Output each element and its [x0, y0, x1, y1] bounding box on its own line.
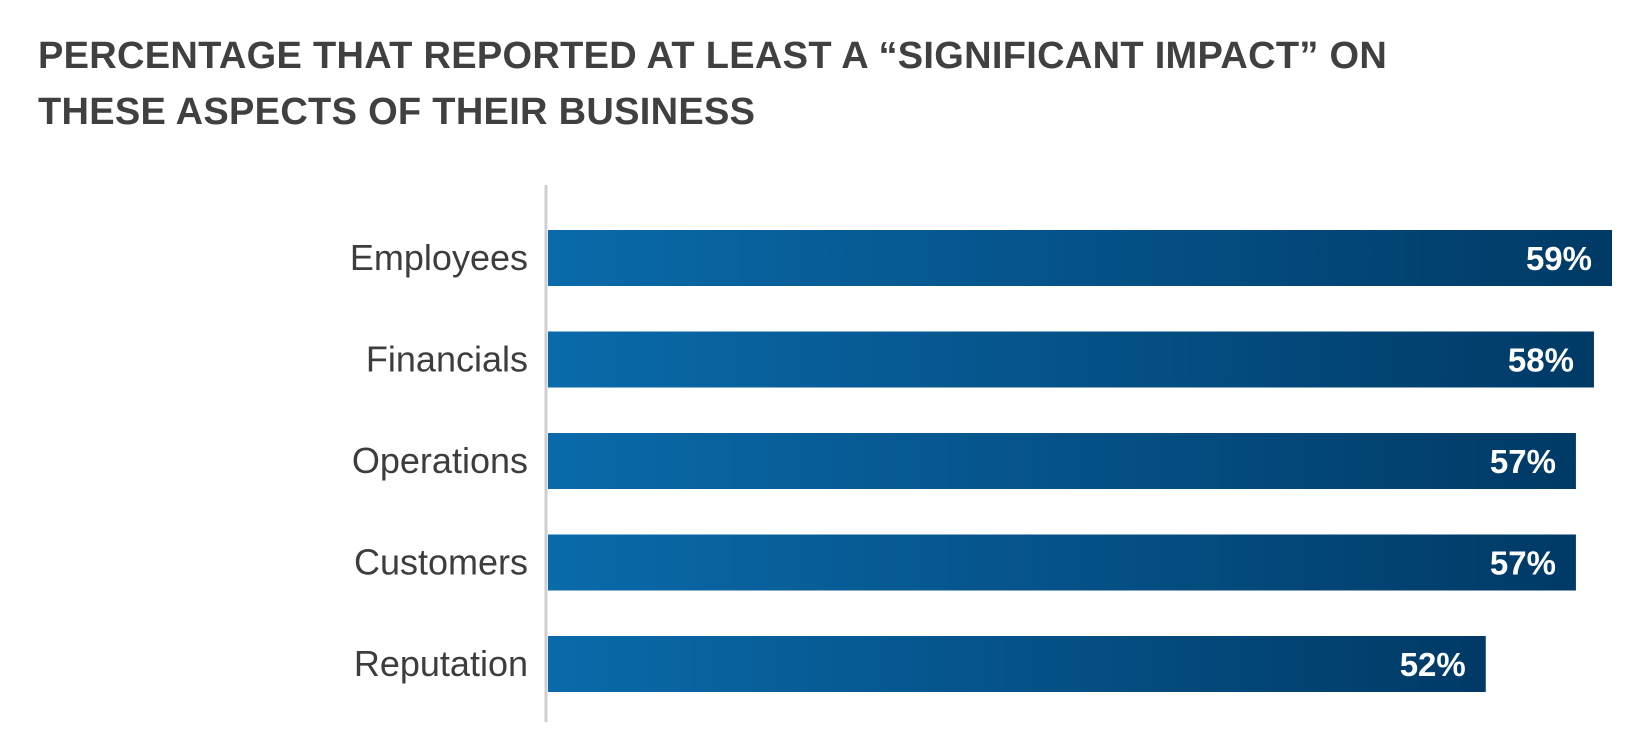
chart-title: PERCENTAGE THAT REPORTED AT LEAST A “SIG… [38, 35, 1388, 133]
category-label-customers: Customers [354, 542, 528, 583]
bar-reputation [548, 636, 1486, 692]
category-label-operations: Operations [352, 440, 528, 481]
value-label-employees: 59% [1526, 240, 1592, 277]
bar-financials [548, 331, 1594, 388]
bars-layer: Employees 59% Financials 58% Operations 57% Cu… [350, 230, 1612, 692]
bar-operations [548, 433, 1576, 489]
bar-employees [548, 230, 1612, 286]
value-label-reputation: 52% [1400, 646, 1466, 683]
category-label-reputation: Reputation [354, 643, 528, 684]
value-label-customers: 57% [1490, 545, 1556, 582]
bar-customers [548, 534, 1576, 591]
value-label-financials: 58% [1508, 342, 1574, 379]
category-label-employees: Employees [350, 237, 528, 278]
value-label-operations: 57% [1490, 443, 1556, 480]
category-label-financials: Financials [366, 339, 528, 380]
